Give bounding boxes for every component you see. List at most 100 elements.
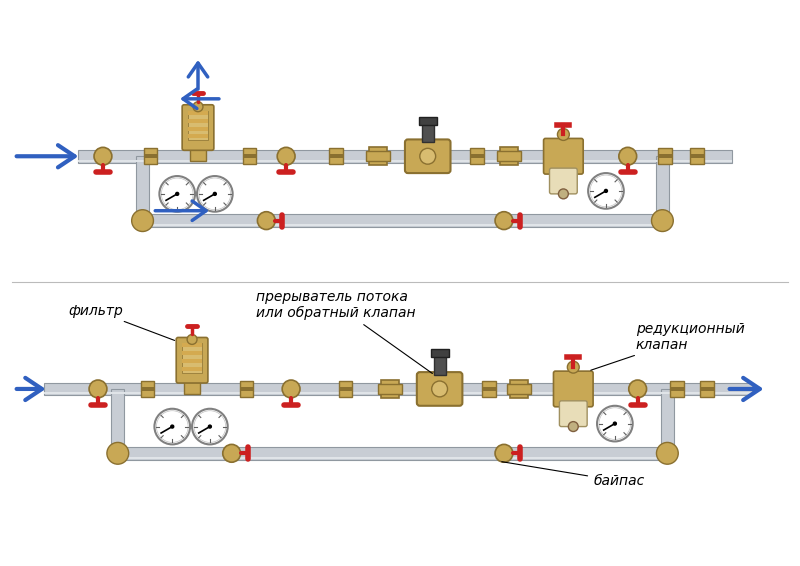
Bar xyxy=(141,381,154,397)
Text: прерыватель потока
или обратный клапан: прерыватель потока или обратный клапан xyxy=(257,290,432,374)
Circle shape xyxy=(258,212,275,230)
Circle shape xyxy=(657,443,678,464)
Bar xyxy=(142,214,662,227)
Circle shape xyxy=(162,178,193,210)
Bar xyxy=(78,160,732,162)
Bar xyxy=(182,344,202,348)
Circle shape xyxy=(89,380,107,398)
Bar xyxy=(658,155,672,158)
Circle shape xyxy=(629,380,646,398)
Bar xyxy=(118,457,667,459)
Circle shape xyxy=(193,102,203,112)
Bar xyxy=(188,135,208,139)
FancyBboxPatch shape xyxy=(417,372,462,406)
Circle shape xyxy=(107,443,129,464)
Bar xyxy=(141,387,154,391)
Circle shape xyxy=(567,361,579,373)
Bar xyxy=(188,127,208,131)
Bar xyxy=(378,384,402,394)
Circle shape xyxy=(154,409,190,444)
FancyBboxPatch shape xyxy=(405,139,450,173)
Bar xyxy=(510,380,528,398)
Circle shape xyxy=(614,422,616,425)
Bar xyxy=(434,355,446,375)
Bar xyxy=(690,148,704,164)
Bar xyxy=(497,151,521,161)
Circle shape xyxy=(132,210,154,231)
Circle shape xyxy=(432,381,447,397)
Bar xyxy=(118,447,667,460)
Bar xyxy=(184,382,200,394)
Bar xyxy=(143,155,158,158)
Text: байпас: байпас xyxy=(502,462,644,488)
Bar xyxy=(381,380,399,398)
Bar xyxy=(188,111,208,115)
Bar xyxy=(142,224,662,226)
Bar xyxy=(470,155,484,158)
Bar xyxy=(338,381,353,397)
Bar xyxy=(182,367,202,371)
Bar xyxy=(366,151,390,161)
Bar xyxy=(242,148,257,164)
Circle shape xyxy=(282,380,300,398)
Circle shape xyxy=(619,147,637,165)
Bar xyxy=(500,147,518,165)
Bar xyxy=(143,148,158,164)
Bar xyxy=(370,147,387,165)
Circle shape xyxy=(495,212,513,230)
Bar xyxy=(482,381,496,397)
Bar xyxy=(239,387,254,391)
Bar xyxy=(329,155,342,158)
Bar xyxy=(430,349,449,357)
Bar xyxy=(658,148,672,164)
Circle shape xyxy=(222,444,241,462)
Circle shape xyxy=(590,175,622,207)
Bar xyxy=(670,381,684,397)
Circle shape xyxy=(170,425,174,428)
Bar xyxy=(188,111,208,140)
Bar xyxy=(700,381,714,397)
Bar xyxy=(188,119,208,123)
Bar xyxy=(78,150,732,162)
FancyBboxPatch shape xyxy=(176,337,208,383)
Circle shape xyxy=(588,173,624,209)
Bar xyxy=(190,149,206,161)
Circle shape xyxy=(94,147,112,165)
FancyBboxPatch shape xyxy=(182,105,214,151)
Circle shape xyxy=(651,210,674,231)
Bar xyxy=(482,387,496,391)
Circle shape xyxy=(157,411,188,443)
Circle shape xyxy=(278,147,295,165)
Bar xyxy=(507,384,530,394)
FancyBboxPatch shape xyxy=(559,401,587,427)
Bar xyxy=(43,392,751,395)
Bar xyxy=(329,148,342,164)
Bar xyxy=(239,381,254,397)
Bar xyxy=(136,156,149,221)
Circle shape xyxy=(208,425,211,428)
Bar xyxy=(419,117,437,125)
Circle shape xyxy=(199,178,230,210)
Bar xyxy=(470,148,484,164)
Circle shape xyxy=(214,192,216,195)
Circle shape xyxy=(558,189,568,199)
Circle shape xyxy=(420,148,436,164)
Circle shape xyxy=(568,422,578,431)
Circle shape xyxy=(495,444,513,462)
Bar xyxy=(182,351,202,355)
Bar xyxy=(111,389,124,453)
Circle shape xyxy=(597,406,633,441)
Text: фильтр: фильтр xyxy=(68,304,174,340)
FancyBboxPatch shape xyxy=(554,371,593,407)
Circle shape xyxy=(599,408,630,439)
Circle shape xyxy=(605,190,607,192)
FancyBboxPatch shape xyxy=(543,139,583,174)
Circle shape xyxy=(176,192,178,195)
Text: редукционный
клапан: редукционный клапан xyxy=(590,321,745,370)
Circle shape xyxy=(558,128,570,140)
Bar xyxy=(182,359,202,363)
Bar xyxy=(338,387,353,391)
Bar xyxy=(700,387,714,391)
Bar xyxy=(670,387,684,391)
Bar xyxy=(690,155,704,158)
